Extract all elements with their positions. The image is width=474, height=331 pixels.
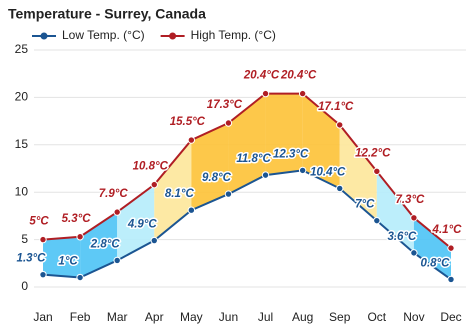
- band-fill: [413, 217, 451, 280]
- data-label: 17.3°C: [207, 99, 243, 111]
- data-label: 17.1°C: [318, 101, 354, 113]
- band-fill: [80, 212, 118, 278]
- data-label: 2.8°C: [90, 238, 121, 250]
- point: [336, 184, 344, 193]
- data-label: 10.4°C: [310, 166, 346, 178]
- x-tick-label: Aug: [292, 310, 313, 324]
- band-fill: [228, 93, 266, 195]
- point: [410, 249, 418, 257]
- legend-marker: [40, 32, 48, 40]
- point: [76, 233, 84, 241]
- point: [373, 167, 381, 176]
- point: [150, 236, 158, 245]
- point: [298, 89, 307, 98]
- data-label: 15.5°C: [170, 116, 206, 128]
- point: [76, 273, 84, 282]
- x-tick-label: Jun: [219, 310, 238, 324]
- data-label: 20.4°C: [280, 70, 317, 82]
- point: [336, 121, 344, 129]
- point: [447, 244, 455, 252]
- x-tick-label: May: [180, 310, 203, 324]
- data-label: 1°C: [58, 256, 78, 268]
- point: [373, 216, 381, 225]
- line: [42, 92, 452, 249]
- point: [150, 180, 158, 189]
- band-fill: [117, 184, 155, 261]
- band-fill: [265, 93, 303, 176]
- band-fill: [376, 171, 414, 253]
- x-tick-label: Jan: [33, 310, 52, 324]
- data-label: 20.4°C: [243, 70, 280, 82]
- point: [187, 206, 196, 214]
- data-label: 12.3°C: [273, 148, 309, 160]
- x-tick-label: Jul: [258, 310, 273, 324]
- data-label: 12.2°C: [355, 147, 391, 159]
- point: [224, 119, 233, 127]
- point: [113, 208, 121, 216]
- x-tick-label: Sep: [329, 310, 351, 324]
- point: [39, 270, 47, 279]
- point: [39, 235, 47, 244]
- data-label: 7.3°C: [395, 194, 425, 206]
- data-label: 7°C: [355, 199, 375, 211]
- data-label: 4.9°C: [127, 219, 158, 231]
- chart-title: Temperature - Surrey, Canada: [8, 6, 206, 22]
- point: [261, 89, 270, 98]
- data-label: 5.3°C: [62, 213, 92, 225]
- data-label: 8.1°C: [165, 188, 195, 200]
- data-label: 7.9°C: [99, 188, 129, 200]
- data-label: 0.8°C: [421, 257, 451, 269]
- legend-marker: [169, 32, 177, 40]
- point: [410, 214, 418, 222]
- band-fill: [339, 124, 377, 221]
- data-label: 3.6°C: [387, 231, 417, 243]
- band-fill: [154, 140, 192, 241]
- x-tick-label: Oct: [367, 310, 386, 324]
- y-tick-label: 15: [15, 137, 29, 151]
- point: [261, 171, 270, 179]
- data-label: 9.8°C: [202, 172, 232, 184]
- band-fill: [191, 122, 229, 211]
- data-label: 1.3°C: [17, 253, 47, 265]
- data-label: 4.1°C: [432, 224, 463, 236]
- point: [298, 166, 307, 175]
- legend-label: High Temp. (°C): [191, 28, 276, 42]
- x-tick-label: Nov: [403, 310, 424, 324]
- point: [187, 136, 196, 144]
- y-tick-label: 25: [15, 42, 29, 56]
- x-tick-label: Apr: [145, 310, 164, 324]
- point: [113, 256, 121, 265]
- point: [224, 190, 233, 198]
- data-label: 10.8°C: [133, 161, 169, 173]
- y-tick-label: 0: [21, 279, 28, 293]
- x-tick-label: Dec: [440, 310, 461, 324]
- y-tick-label: 5: [21, 232, 28, 246]
- x-tick-label: Feb: [70, 310, 91, 324]
- band-fill: [43, 236, 81, 278]
- y-tick-label: 10: [15, 184, 29, 198]
- data-label: 5°C: [29, 216, 49, 228]
- data-label: 11.8°C: [236, 153, 271, 165]
- legend-label: Low Temp. (°C): [62, 28, 145, 42]
- point: [447, 275, 455, 284]
- line: [42, 169, 452, 281]
- y-tick-label: 20: [15, 90, 29, 104]
- x-tick-label: Mar: [107, 310, 128, 324]
